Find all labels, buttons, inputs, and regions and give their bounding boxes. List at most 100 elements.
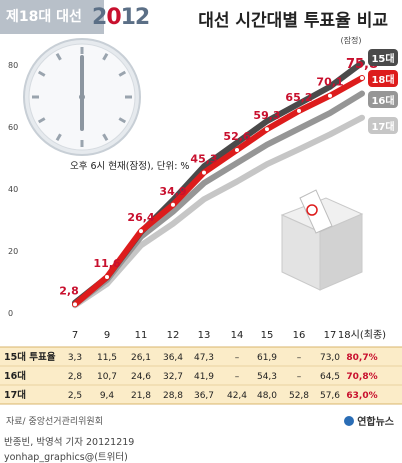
point-label-18: 52,6 xyxy=(223,130,250,143)
point-marker-18 xyxy=(171,202,175,207)
ballot-stamp-icon xyxy=(306,204,318,216)
table-row-label: 17대 xyxy=(4,389,26,401)
table-cell: – xyxy=(235,372,240,382)
x-tick-label: 7 xyxy=(72,330,78,341)
table-cell: 64,5 xyxy=(320,372,340,382)
table-cell: 2,5 xyxy=(68,391,82,401)
point-marker-18 xyxy=(235,147,239,152)
point-marker-18 xyxy=(202,170,206,175)
point-marker-18 xyxy=(139,229,143,234)
y-tick-label: 80 xyxy=(8,61,18,70)
point-label-18: 65,2 xyxy=(285,91,312,104)
source-note: 자료/ 중앙선거관리위원회 xyxy=(6,417,103,427)
ballot-box-right-icon xyxy=(319,213,363,291)
table-cell: 73,0 xyxy=(320,353,340,363)
point-marker-18 xyxy=(265,127,269,132)
y-tick-label: 0 xyxy=(8,309,13,318)
table-cell: 57,6 xyxy=(320,391,340,401)
clock-tick-icon xyxy=(102,52,109,61)
legend-swatch-17대 xyxy=(368,117,398,134)
clock-tick-icon xyxy=(55,52,62,61)
page-title: 대선 시간대별 투표율 비교 xyxy=(198,11,388,31)
credit-line-1: 반종빈, 박영석 기자 20121219 xyxy=(4,437,135,448)
clock-tick-icon xyxy=(118,117,127,124)
agency-dot-icon xyxy=(344,416,355,426)
table-cell: – xyxy=(235,353,240,363)
table-cell: 2,8 xyxy=(68,372,83,382)
legend-label-18대: 18대 xyxy=(371,73,394,86)
table-cell: 21,8 xyxy=(131,391,151,401)
brand-digits-12: 12 xyxy=(120,5,151,30)
point-label-18: 2,8 xyxy=(59,284,79,297)
point-marker-18 xyxy=(297,108,301,113)
clock-tick-icon xyxy=(37,117,46,124)
header-bar: 제18대 대선 2012 대선 시간대별 투표율 비교 xyxy=(0,0,402,36)
legend-label-15대: 15대 xyxy=(371,52,394,65)
clock-tick-icon xyxy=(102,133,109,142)
table-cell: 61,9 xyxy=(257,353,277,363)
table-cell: 11,5 xyxy=(97,353,117,363)
brand-o-icon: 0 xyxy=(106,5,121,30)
point-label-18: 70,1 xyxy=(316,76,343,89)
table-cell: 63,0% xyxy=(346,391,377,401)
point-label-18: 34,9 xyxy=(159,185,186,198)
provisional-label: (잠정) xyxy=(341,35,362,45)
legend-swatch-15대 xyxy=(368,49,398,66)
point-marker-18 xyxy=(328,93,332,98)
brand-digit-2: 2 xyxy=(92,5,107,30)
x-tick-label: 13 xyxy=(198,330,211,341)
table-cell: 28,8 xyxy=(163,391,183,401)
table-cell: 70,8% xyxy=(346,372,377,382)
legend-label-17대: 17대 xyxy=(371,120,394,133)
chart-note: 오후 6시 현재(잠정), 단위: % xyxy=(70,161,190,172)
point-marker-18 xyxy=(73,302,77,307)
agency-name: 연합뉴스 xyxy=(357,417,394,428)
series-line-17대 xyxy=(72,114,365,309)
table-cell: 52,8 xyxy=(289,391,309,401)
clock-tick-icon xyxy=(55,133,62,142)
legend-swatch-16대 xyxy=(368,91,398,108)
table-cell: 36,4 xyxy=(163,353,183,363)
table-cell: 41,9 xyxy=(194,372,214,382)
table-cell: 32,7 xyxy=(163,372,183,382)
table-row-label: 16대 xyxy=(4,370,26,382)
legend-swatch-18대 xyxy=(368,70,398,87)
table-cell: – xyxy=(297,372,302,382)
point-marker-18 xyxy=(360,76,364,81)
point-label-18: 11,6 xyxy=(93,257,120,270)
x-tick-label: 12 xyxy=(167,330,180,341)
data-table-bg xyxy=(0,347,402,404)
x-tick-label: 9 xyxy=(104,330,110,341)
point-label-18: 45,3 xyxy=(190,153,217,166)
series-line-18대 xyxy=(72,75,365,308)
y-tick-label: 20 xyxy=(8,247,18,256)
y-tick-label: 60 xyxy=(8,123,18,132)
x-tick-label: 18시(최종) xyxy=(338,329,386,341)
table-cell: 47,3 xyxy=(194,353,214,363)
point-label-18: 26,4 xyxy=(127,211,154,224)
table-cell: 54,3 xyxy=(257,372,277,382)
table-cell: 36,7 xyxy=(194,391,214,401)
table-cell: – xyxy=(297,353,302,363)
table-cell: 9,4 xyxy=(100,391,115,401)
clock-tick-icon xyxy=(37,70,46,77)
x-tick-label: 15 xyxy=(261,330,274,341)
election-badge: 제18대 대선 xyxy=(0,0,104,34)
legend-label-16대: 16대 xyxy=(371,94,394,107)
x-tick-label: 16 xyxy=(293,330,306,341)
x-tick-label: 17 xyxy=(324,330,337,341)
clock-center-icon xyxy=(79,94,85,100)
clock-tick-icon xyxy=(118,70,127,77)
table-cell: 80,7% xyxy=(346,353,377,363)
table-cell: 24,6 xyxy=(131,372,151,382)
table-cell: 42,4 xyxy=(227,391,247,401)
table-row-label: 15대 투표율 xyxy=(4,351,56,363)
table-cell: 3,3 xyxy=(68,353,82,363)
point-marker-18 xyxy=(105,275,109,280)
brand-2012: 2012 xyxy=(92,4,151,32)
x-tick-label: 14 xyxy=(231,330,244,341)
table-cell: 48,0 xyxy=(257,391,277,401)
x-tick-label: 11 xyxy=(135,330,148,341)
